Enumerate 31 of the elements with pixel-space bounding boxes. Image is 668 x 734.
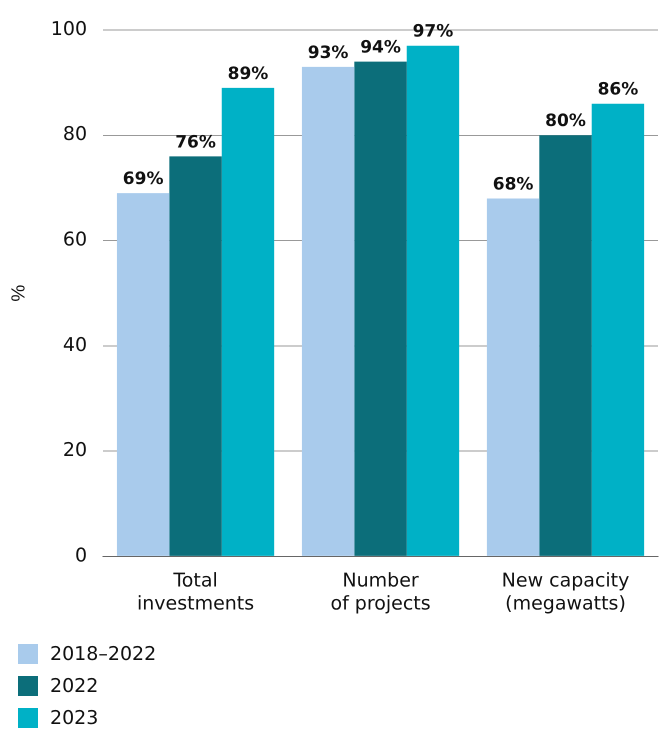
bar (302, 66, 354, 556)
bar (116, 193, 170, 556)
bar (406, 46, 460, 556)
bar (592, 104, 644, 556)
y-axis-title: % (8, 284, 30, 302)
legend-label: 2022 (50, 675, 98, 697)
data-label: 94% (360, 38, 401, 58)
bar (486, 198, 540, 556)
bar (354, 62, 407, 556)
bar (539, 135, 592, 556)
y-tick-label: 40 (62, 334, 88, 356)
y-tick-label: 20 (62, 439, 88, 462)
data-label: 76% (175, 132, 216, 152)
x-tick-label: Number of projects (330, 570, 431, 615)
bar (222, 88, 274, 556)
bar (169, 156, 222, 556)
x-tick-label: New capacity (megawatts) (502, 570, 630, 615)
data-label: 68% (492, 174, 534, 194)
data-label: 80% (545, 111, 586, 132)
legend-label: 2023 (50, 707, 98, 729)
data-label: 97% (412, 22, 454, 42)
data-label: 86% (598, 80, 638, 100)
x-tick-label: Total investments (136, 570, 254, 615)
y-tick-label: 60 (62, 228, 88, 250)
data-label: 89% (228, 64, 268, 84)
data-label: 93% (308, 42, 348, 63)
legend-label: 2018–2022 (50, 643, 156, 665)
y-tick-label: 100 (50, 18, 88, 40)
y-tick-label: 80 (62, 123, 88, 146)
data-label: 69% (122, 169, 164, 190)
y-tick-label: 0 (74, 544, 88, 566)
